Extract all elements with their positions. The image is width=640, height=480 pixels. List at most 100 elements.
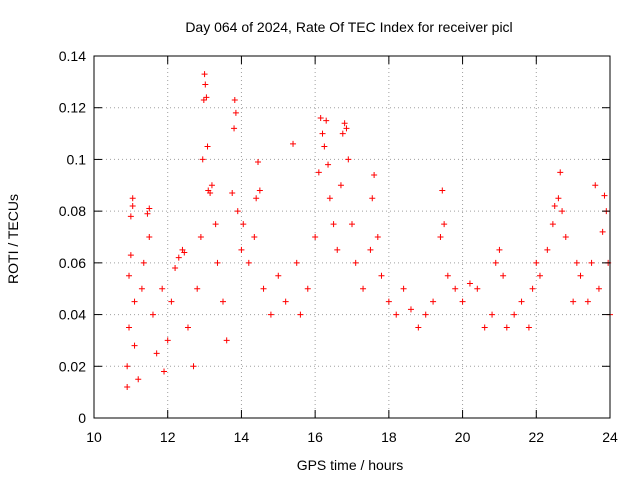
data-point — [251, 234, 258, 240]
data-point — [131, 298, 138, 305]
data-point — [374, 234, 381, 240]
data-point — [181, 249, 188, 256]
data-point — [168, 298, 175, 305]
y-tick-label: 0 — [78, 410, 86, 426]
x-axis-label: GPS time / hours — [297, 457, 404, 473]
data-point — [144, 210, 151, 217]
data-point — [319, 130, 326, 137]
data-point — [500, 272, 507, 279]
data-point — [393, 311, 400, 318]
data-point — [223, 337, 230, 344]
grid — [94, 56, 610, 418]
data-point — [518, 298, 525, 305]
data-point — [161, 368, 168, 375]
data-point — [334, 246, 341, 253]
data-point — [577, 272, 584, 279]
data-point — [231, 96, 238, 103]
data-point — [371, 171, 378, 178]
data-point — [562, 234, 569, 240]
data-point — [231, 125, 238, 132]
data-point — [202, 81, 209, 88]
data-point — [282, 298, 289, 305]
data-point — [190, 363, 197, 370]
data-point — [149, 311, 156, 318]
data-point — [297, 311, 304, 318]
data-point — [378, 272, 385, 279]
data-point — [444, 272, 451, 279]
y-axis-ticks: 0 0.02 0.04 0.06 0.08 0.1 0.12 0.14 — [59, 48, 610, 426]
x-tick-label: 22 — [528, 429, 544, 445]
x-tick-label: 16 — [307, 429, 323, 445]
data-point — [175, 254, 182, 261]
data-point — [197, 234, 204, 240]
data-point — [315, 169, 322, 176]
data-point — [441, 221, 448, 228]
data-point — [267, 311, 274, 318]
data-point — [212, 221, 219, 228]
data-point — [312, 234, 319, 240]
data-point — [352, 259, 359, 266]
data-point — [349, 221, 355, 228]
data-point — [164, 337, 171, 344]
y-tick-label: 0.06 — [59, 255, 86, 271]
data-point — [529, 285, 536, 292]
data-point — [557, 169, 564, 176]
data-point — [208, 182, 215, 189]
data-point — [184, 324, 191, 331]
x-tick-label: 14 — [234, 429, 250, 445]
data-point — [255, 159, 262, 166]
data-point — [503, 324, 510, 331]
data-point — [584, 298, 591, 305]
data-point — [153, 350, 160, 357]
data-point — [220, 298, 226, 305]
data-point — [256, 187, 263, 194]
data-point — [127, 252, 134, 259]
data-point — [437, 234, 444, 240]
data-point — [492, 259, 499, 266]
y-tick-label: 0.02 — [59, 358, 86, 374]
data-point — [124, 363, 131, 370]
data-point — [489, 311, 496, 318]
data-point — [549, 221, 556, 228]
data-point — [204, 143, 211, 150]
data-point — [337, 182, 344, 189]
data-point — [234, 208, 241, 215]
data-point — [573, 259, 580, 266]
chart-title: Day 064 of 2024, Rate Of TEC Index for r… — [185, 19, 512, 35]
data-point — [544, 246, 551, 253]
data-point — [599, 228, 606, 235]
data-point — [601, 192, 608, 199]
data-point — [326, 195, 333, 202]
data-point — [367, 246, 374, 253]
data-point — [146, 234, 153, 240]
data-point — [232, 109, 239, 116]
data-point — [214, 259, 221, 266]
data-point — [138, 285, 145, 292]
plot-frame — [93, 55, 611, 419]
data-point — [199, 156, 206, 163]
data-point — [135, 376, 142, 383]
data-point — [159, 285, 166, 292]
data-point — [201, 71, 208, 78]
y-tick-label: 0.04 — [59, 307, 86, 323]
data-point — [126, 324, 133, 331]
data-point — [555, 195, 562, 202]
data-point — [570, 298, 577, 305]
data-point — [330, 221, 337, 228]
data-point — [317, 115, 324, 122]
data-point — [595, 285, 602, 292]
y-axis-label: ROTI / TECUs — [5, 194, 21, 284]
data-point — [481, 324, 488, 331]
x-tick-label: 10 — [86, 429, 102, 445]
data-point — [245, 259, 252, 266]
x-tick-label: 20 — [455, 429, 471, 445]
data-point — [341, 120, 348, 127]
data-point — [131, 342, 138, 349]
data-point — [345, 156, 352, 163]
data-point — [385, 298, 392, 305]
data-point — [343, 125, 350, 132]
data-point — [304, 285, 311, 292]
data-point — [203, 94, 210, 101]
data-point — [369, 195, 376, 202]
